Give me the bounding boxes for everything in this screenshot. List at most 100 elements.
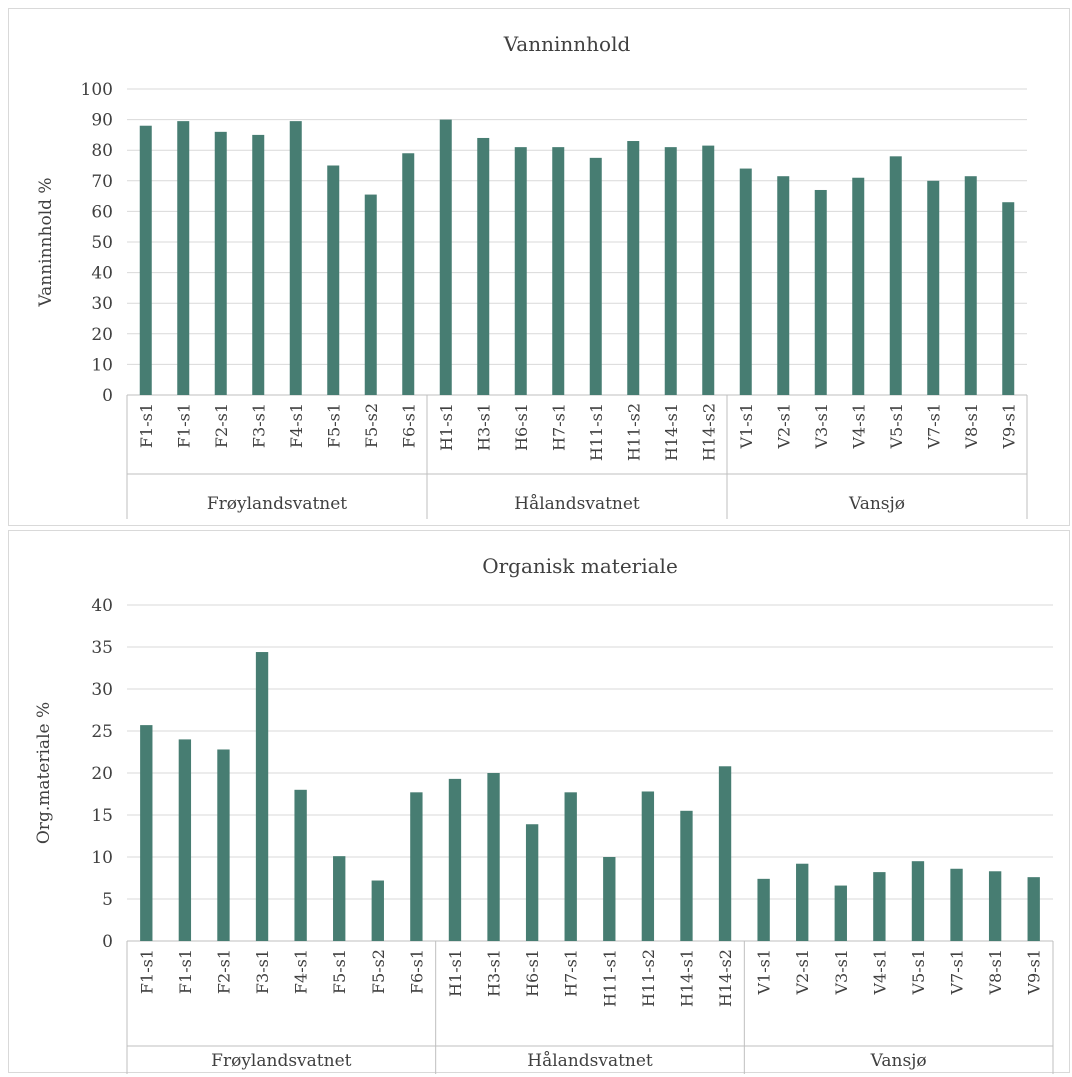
y-tick-label: 20 [91,764,113,784]
x-tick-label: H11-s1 [587,403,606,461]
y-axis-label: Org.materiale % [34,702,54,844]
bar-h3-s1-9 [477,137,490,395]
x-tick-label: H14-s2 [716,949,735,1007]
x-tick-label: V8-s1 [962,403,981,450]
bar-f2-s1-2 [214,131,227,395]
bar-h11-s1-12 [603,857,616,941]
bar-h6-s1-10 [525,824,539,941]
bar-h11-s2-13 [641,791,655,941]
bar-v8-s1-22 [988,871,1002,941]
x-tick-label: H6-s1 [512,403,531,451]
bar-f4-s1-4 [289,121,302,395]
group-label: Frøylandsvatnet [211,1051,351,1071]
chart-panel-organisk-materiale: Organisk materiale Org.materiale % 0 5 10 15 2… [8,530,1070,1074]
y-tick-label: 40 [91,596,113,616]
x-tick-label: F1-s1 [176,949,195,994]
x-tick-label: F1-s1 [137,949,156,994]
x-tick-label: H14-s1 [662,403,681,461]
y-tick-label: 100 [81,80,113,100]
bar-f4-s1-4 [294,789,307,941]
x-tick-label: H7-s1 [549,403,568,451]
y-tick-label: 80 [91,141,113,161]
x-tick-label: H1-s1 [437,403,456,451]
x-tick-label: F3-s1 [249,403,268,448]
bar-h1-s1-8 [448,778,462,941]
x-tick-label: V8-s1 [986,949,1005,996]
bar-f5-s2-6 [371,880,384,941]
bar-v1-s1-16 [739,168,752,395]
bar-h14-s1-14 [664,147,677,395]
bar-h7-s1-11 [564,792,577,941]
y-tick-label: 30 [91,680,113,700]
x-tick-label: H7-s1 [562,949,581,997]
x-tick-label: V9-s1 [999,403,1018,450]
x-tick-label: V2-s1 [774,403,793,450]
y-tick-label: 10 [91,355,113,375]
bar-f2-s1-2 [217,749,230,941]
group-label: Vansjø [848,494,905,514]
group-label: Hålandsvatnet [514,494,640,514]
bar-v5-s1-20 [911,861,925,941]
y-tick-label: 50 [91,233,113,253]
y-tick-label: 40 [91,264,113,284]
bar-f5-s1-5 [333,856,346,941]
bar-v9-s1-23 [1027,877,1040,941]
x-tick-label: H1-s1 [446,949,465,997]
bar-f6-s1-7 [402,153,415,395]
y-tick-label: 5 [102,890,113,910]
x-tick-label: V5-s1 [887,403,906,450]
bar-v3-s1-18 [814,189,827,395]
group-label: Hålandsvatnet [527,1051,653,1071]
y-tick-label: 90 [91,111,113,131]
chart-panel-vanninnhold: Vanninnhold Vanninnhold % 0 10 20 30 40 50 60 70 8… [8,8,1070,526]
x-tick-label: V4-s1 [849,403,868,450]
bar-h7-s1-11 [552,147,565,395]
y-axis-label: Vanninnhold % [36,177,56,307]
bar-f5-s1-5 [327,165,340,395]
bar-h14-s2-15 [702,145,715,395]
x-tick-label: H14-s1 [677,949,696,1007]
x-tick-label: H3-s1 [474,403,493,451]
y-tick-label: 0 [102,386,113,406]
x-tick-label: V1-s1 [755,949,774,996]
bar-v4-s1-19 [873,872,886,941]
x-tick-label: F5-s1 [330,949,349,994]
x-tick-label: F3-s1 [253,949,272,994]
y-tick-label: 35 [91,638,113,658]
bar-v8-s1-22 [964,176,977,395]
y-tick-label: 15 [91,806,113,826]
x-tick-label: H11-s2 [624,403,643,461]
bar-f3-s1-3 [252,134,265,395]
bar-v4-s1-19 [852,177,865,395]
y-tick-label: 30 [91,294,113,314]
x-tick-label: H11-s2 [639,949,658,1007]
x-tick-label: F2-s1 [214,949,233,994]
chart-title: Vanninnhold [503,32,631,56]
x-tick-label: V3-s1 [832,949,851,996]
y-tick-label: 10 [91,848,113,868]
bar-v7-s1-21 [950,868,963,941]
bar-h11-s1-12 [589,157,602,395]
bar-f1-s1-1 [177,121,190,395]
bar-f1-s1-1 [178,739,192,941]
x-tick-label: F6-s1 [399,403,418,448]
x-tick-label: H11-s1 [600,949,619,1007]
x-tick-label: V2-s1 [793,949,812,996]
bar-v2-s1-17 [796,863,809,941]
group-label: Frøylandsvatnet [207,494,347,514]
bar-h3-s1-9 [487,773,500,941]
bar-v5-s1-20 [889,156,902,395]
y-tick-label: 25 [91,722,113,742]
bar-h14-s2-15 [718,766,732,941]
x-tick-label: F1-s1 [137,403,156,448]
x-tick-label: F4-s1 [287,403,306,448]
x-tick-label: V5-s1 [909,949,928,996]
x-tick-label: F5-s2 [362,403,381,448]
y-tick-label: 60 [91,202,113,222]
bar-f6-s1-7 [410,792,423,941]
x-tick-label: V4-s1 [870,949,889,996]
y-tick-label: 70 [91,172,113,192]
bar-h14-s1-14 [680,810,693,941]
x-tick-label: F5-s2 [369,949,388,994]
x-tick-label: F2-s1 [212,403,231,448]
